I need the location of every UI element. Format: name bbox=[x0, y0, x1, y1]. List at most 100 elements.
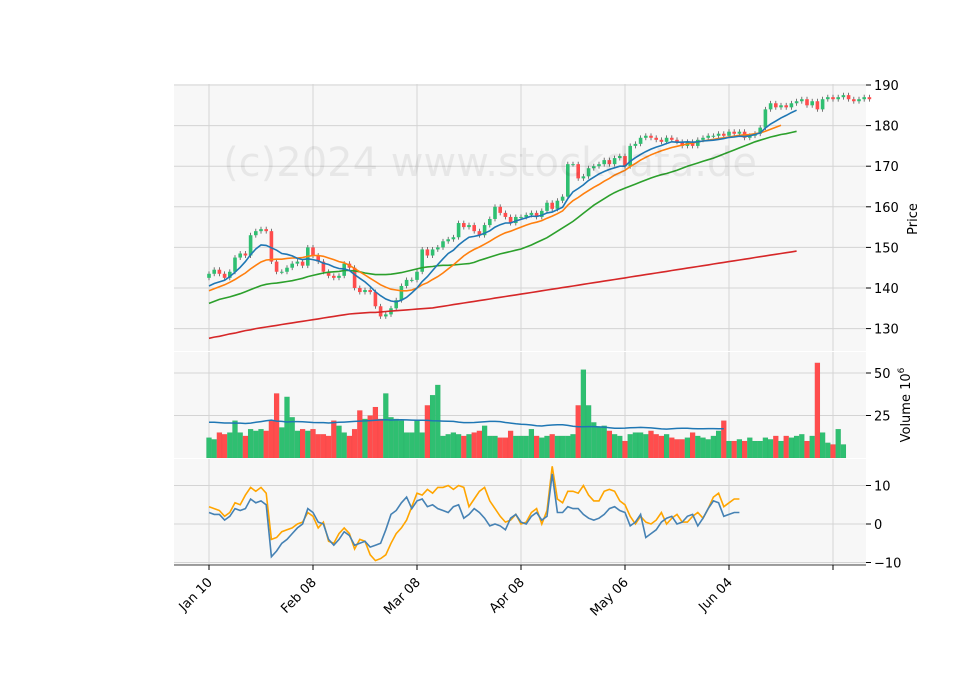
volume-bar bbox=[440, 435, 446, 459]
volume-bar bbox=[809, 435, 815, 459]
candle-body bbox=[550, 202, 554, 209]
volume-bar bbox=[518, 435, 524, 459]
candle-body bbox=[352, 267, 357, 288]
candle-body bbox=[373, 292, 378, 307]
oscillator-line-a bbox=[208, 466, 740, 562]
volume-bar bbox=[289, 417, 295, 459]
watermark: (c)2024 www.stockdata.de bbox=[223, 140, 757, 186]
candle-body bbox=[592, 166, 596, 169]
volume-bar bbox=[450, 432, 457, 459]
volume-bar bbox=[268, 420, 275, 459]
volume-bar bbox=[710, 435, 717, 459]
candle-body bbox=[430, 249, 435, 256]
volume-bar bbox=[502, 437, 509, 459]
volume-bar bbox=[357, 410, 363, 459]
volume-bar bbox=[242, 435, 249, 459]
ma-200-line bbox=[208, 250, 797, 340]
candle-body bbox=[602, 160, 606, 165]
candle-body bbox=[514, 216, 518, 224]
volume-bar bbox=[653, 434, 659, 459]
candle-body bbox=[238, 253, 242, 258]
volume-bar bbox=[606, 430, 613, 459]
volume-bar bbox=[601, 425, 607, 459]
candle-body bbox=[222, 273, 227, 278]
volume-axis-label-main: Volume 10 bbox=[899, 373, 914, 442]
candle-body bbox=[425, 249, 430, 256]
candle-body bbox=[758, 127, 762, 134]
volume-bar bbox=[221, 434, 228, 459]
volume-bar bbox=[596, 427, 602, 459]
oscillator-tick-label: 0 bbox=[874, 518, 882, 533]
candle-body bbox=[607, 160, 612, 165]
volume-bar bbox=[227, 432, 233, 459]
volume-bar bbox=[315, 434, 321, 459]
candle-body bbox=[326, 271, 331, 276]
oscillator-line-b bbox=[208, 473, 740, 559]
candle-body bbox=[311, 247, 315, 256]
volume-bar bbox=[461, 435, 467, 459]
volume-bar bbox=[840, 444, 847, 459]
candle-body bbox=[774, 103, 778, 108]
candle-body bbox=[290, 263, 294, 268]
volume-bar bbox=[721, 420, 727, 459]
volume-bar bbox=[549, 434, 555, 459]
candle-body bbox=[368, 290, 372, 293]
candle-body bbox=[467, 225, 471, 228]
volume-bar bbox=[377, 418, 384, 459]
volume-bar bbox=[632, 432, 639, 459]
candle-body bbox=[711, 135, 716, 137]
candle-body bbox=[259, 229, 263, 232]
volume-bar bbox=[455, 434, 462, 459]
volume-bar bbox=[689, 432, 696, 459]
candle-body bbox=[748, 135, 752, 138]
candle-body bbox=[228, 271, 232, 278]
candle-body bbox=[867, 97, 872, 100]
volume-bar bbox=[684, 437, 691, 459]
volume-bar bbox=[232, 420, 238, 459]
volume-bar bbox=[492, 435, 498, 459]
volume-axis-label: Volume 106 bbox=[897, 367, 914, 442]
volume-bar bbox=[533, 435, 540, 459]
volume-bar bbox=[757, 440, 763, 459]
ma-long-line bbox=[208, 130, 797, 305]
candle-body bbox=[519, 216, 523, 218]
volume-bar bbox=[705, 439, 711, 459]
volume-bar bbox=[544, 435, 550, 459]
candle-body bbox=[623, 156, 627, 167]
candle-body bbox=[363, 290, 367, 293]
volume-bar bbox=[419, 432, 425, 459]
volume-bar bbox=[481, 425, 488, 459]
volume-bar bbox=[762, 437, 769, 459]
volume-bar bbox=[331, 420, 337, 459]
volume-bar bbox=[767, 439, 774, 459]
volume-bar bbox=[663, 434, 670, 459]
volume-bar bbox=[310, 428, 316, 459]
candle-body bbox=[207, 273, 211, 278]
volume-bar bbox=[211, 439, 217, 459]
candle-body bbox=[384, 314, 388, 317]
candle-body bbox=[410, 279, 414, 281]
volume-bar bbox=[731, 440, 737, 459]
candle-body bbox=[722, 133, 726, 136]
candle-body bbox=[488, 218, 492, 226]
volume-bar bbox=[700, 437, 706, 459]
volume-bar bbox=[403, 432, 410, 459]
candle-body bbox=[233, 257, 237, 272]
candle-body bbox=[446, 239, 450, 242]
candle-body bbox=[732, 131, 736, 134]
volume-tick-label: 25 bbox=[874, 410, 891, 425]
candle-body bbox=[404, 279, 409, 286]
candle-body bbox=[399, 285, 404, 301]
candle-body bbox=[482, 225, 487, 236]
volume-bar bbox=[299, 428, 306, 459]
volume-bar bbox=[539, 437, 545, 459]
candle-body bbox=[633, 143, 638, 146]
candle-body bbox=[316, 255, 320, 262]
candle-body bbox=[612, 158, 617, 165]
candle-body bbox=[254, 231, 258, 236]
volume-bar bbox=[247, 428, 254, 459]
price-tick-label: 130 bbox=[874, 323, 899, 338]
volume-ma-line bbox=[209, 419, 724, 430]
volume-bar bbox=[793, 435, 800, 459]
volume-bar bbox=[487, 435, 493, 459]
